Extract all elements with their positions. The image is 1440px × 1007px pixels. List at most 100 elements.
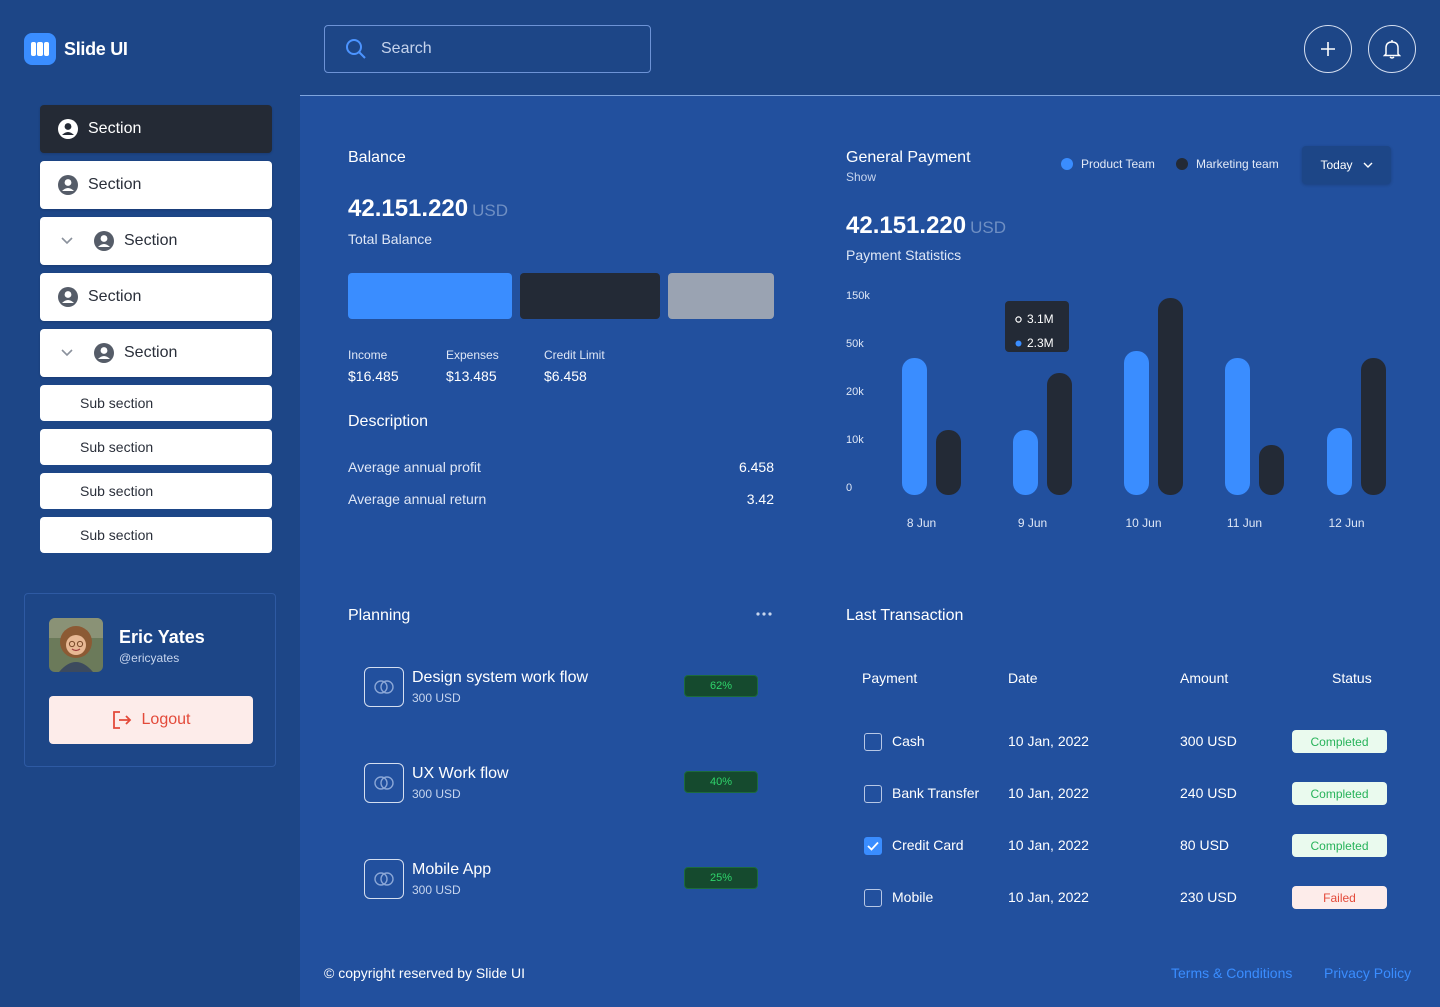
more-icon[interactable] bbox=[756, 612, 772, 616]
logout-button[interactable]: Logout bbox=[49, 696, 253, 744]
sidebar-item-section-2[interactable]: Section bbox=[40, 161, 272, 209]
planning-item-name: Mobile App bbox=[412, 861, 492, 878]
planning-item-amount: 300 USD bbox=[412, 691, 461, 705]
expenses-stat: Expenses $13.485 bbox=[446, 348, 499, 384]
planning-item-icon bbox=[364, 763, 404, 803]
logout-icon bbox=[112, 711, 131, 729]
add-button[interactable] bbox=[1304, 25, 1352, 73]
planning-item-icon bbox=[364, 859, 404, 899]
chart-bar-product-team[interactable] bbox=[1124, 351, 1149, 495]
payment-cell: Bank Transfer bbox=[892, 785, 980, 801]
planning-item[interactable]: Design system work flow 300 USD 62% bbox=[364, 667, 758, 707]
payment-subtitle[interactable]: Show bbox=[846, 170, 877, 184]
user-circle-icon bbox=[58, 119, 78, 139]
column-header-amount[interactable]: Amount bbox=[1180, 670, 1229, 686]
sidebar-sub-item[interactable]: Sub section bbox=[40, 517, 272, 553]
payment-cell: Mobile bbox=[892, 889, 934, 905]
sidebar-item-section-4[interactable]: Section bbox=[40, 273, 272, 321]
planning-item-name: Design system work flow bbox=[412, 669, 589, 686]
x-tick-label: 12 Jun bbox=[1328, 516, 1365, 530]
sidebar-sub-item[interactable]: Sub section bbox=[40, 385, 272, 421]
chart-bar-marketing-team[interactable] bbox=[1047, 372, 1072, 495]
avatar[interactable] bbox=[49, 618, 103, 672]
user-circle-icon bbox=[58, 175, 78, 195]
chart-bar-product-team[interactable] bbox=[1327, 427, 1352, 495]
legend-dot bbox=[1061, 158, 1073, 170]
planning-item[interactable]: UX Work flow 300 USD 40% bbox=[364, 763, 758, 803]
row-checkbox[interactable] bbox=[864, 785, 882, 803]
legend-label: Product Team bbox=[1081, 157, 1155, 171]
sidebar-item-section-3[interactable]: Section bbox=[40, 217, 272, 265]
y-tick-label: 150k bbox=[846, 290, 870, 302]
column-header-payment[interactable]: Payment bbox=[862, 670, 918, 686]
sidebar-item-section-1[interactable]: Section bbox=[40, 105, 272, 153]
bell-icon bbox=[1383, 40, 1401, 59]
payment-cell: Credit Card bbox=[892, 837, 964, 853]
x-tick-label: 8 Jun bbox=[906, 516, 937, 530]
plus-icon bbox=[1321, 42, 1335, 56]
planning-item-percent: 40% bbox=[684, 771, 758, 793]
chart-bar-marketing-team[interactable] bbox=[1158, 298, 1183, 495]
tooltip-circle-icon bbox=[1015, 315, 1022, 323]
chevron-down-icon[interactable] bbox=[58, 237, 76, 245]
profile-handle: @ericyates bbox=[119, 651, 180, 665]
stat-key: Expenses bbox=[446, 348, 499, 362]
chart-bar-marketing-team[interactable] bbox=[936, 430, 961, 495]
amount-cell: 230 USD bbox=[1180, 889, 1237, 905]
income-segment bbox=[348, 273, 512, 319]
status-badge: Completed bbox=[1292, 730, 1387, 753]
period-dropdown[interactable]: Today bbox=[1302, 146, 1391, 184]
profile-name: Eric Yates bbox=[119, 627, 205, 647]
amount-cell: 300 USD bbox=[1180, 733, 1237, 749]
tooltip-dot-icon bbox=[1015, 340, 1022, 346]
planning-item-percent: 25% bbox=[684, 867, 758, 889]
stat-value: $6.458 bbox=[544, 368, 587, 384]
tooltip-row: 3.1M bbox=[1015, 307, 1069, 331]
status-badge: Completed bbox=[1292, 834, 1387, 857]
y-tick-label: 20k bbox=[846, 386, 864, 398]
sidebar-sub-item[interactable]: Sub section bbox=[40, 429, 272, 465]
y-tick-label: 10k bbox=[846, 434, 864, 446]
description-value: 3.42 bbox=[746, 491, 774, 507]
logout-label: Logout bbox=[141, 711, 191, 728]
description-key: Average annual profit bbox=[348, 459, 481, 475]
search-icon bbox=[346, 39, 366, 59]
legend-marketing-team: Marketing team bbox=[1176, 157, 1279, 171]
chart-bar-marketing-team[interactable] bbox=[1259, 444, 1284, 495]
sidebar-nav: Section Section Section Section Section … bbox=[40, 105, 272, 561]
user-circle-icon bbox=[58, 287, 78, 307]
chart-bar-marketing-team[interactable] bbox=[1361, 358, 1386, 495]
chart-tooltip: 3.1M 2.3M bbox=[1005, 301, 1069, 352]
search-input[interactable]: Search bbox=[324, 25, 651, 73]
tooltip-value-b: 2.3M bbox=[1027, 336, 1054, 350]
chevron-down-icon[interactable] bbox=[58, 349, 76, 357]
date-cell: 10 Jan, 2022 bbox=[1008, 837, 1089, 853]
planning-item-icon bbox=[364, 667, 404, 707]
chart-bar-product-team[interactable] bbox=[902, 358, 927, 495]
terms-link[interactable]: Terms & Conditions bbox=[1171, 965, 1293, 981]
row-checkbox[interactable] bbox=[864, 733, 882, 751]
column-header-date[interactable]: Date bbox=[1008, 670, 1038, 686]
chart-bar-product-team[interactable] bbox=[1013, 430, 1038, 495]
sidebar-item-label: Section bbox=[88, 120, 142, 137]
row-checkbox[interactable] bbox=[864, 837, 882, 855]
legend-dot bbox=[1176, 158, 1188, 170]
y-tick-label: 50k bbox=[846, 338, 864, 350]
stat-value: $13.485 bbox=[446, 368, 497, 384]
sidebar-item-section-5[interactable]: Section bbox=[40, 329, 272, 377]
user-circle-icon bbox=[94, 343, 114, 363]
row-checkbox[interactable] bbox=[864, 889, 882, 907]
brand-logo[interactable]: Slide UI bbox=[24, 33, 128, 65]
privacy-link[interactable]: Privacy Policy bbox=[1324, 965, 1412, 981]
credit-limit-segment bbox=[668, 273, 774, 319]
chart-bar-product-team[interactable] bbox=[1225, 358, 1250, 495]
sidebar-sub-item[interactable]: Sub section bbox=[40, 473, 272, 509]
notifications-button[interactable] bbox=[1368, 25, 1416, 73]
column-header-status[interactable]: Status bbox=[1332, 670, 1372, 686]
user-circle-icon bbox=[94, 231, 114, 251]
planning-item[interactable]: Mobile App 300 USD 25% bbox=[364, 859, 758, 899]
balance-title: Balance bbox=[348, 149, 406, 166]
tooltip-value-a: 3.1M bbox=[1027, 312, 1054, 326]
balance-amount: 42.151.220 USD bbox=[348, 195, 508, 223]
date-cell: 10 Jan, 2022 bbox=[1008, 889, 1089, 905]
